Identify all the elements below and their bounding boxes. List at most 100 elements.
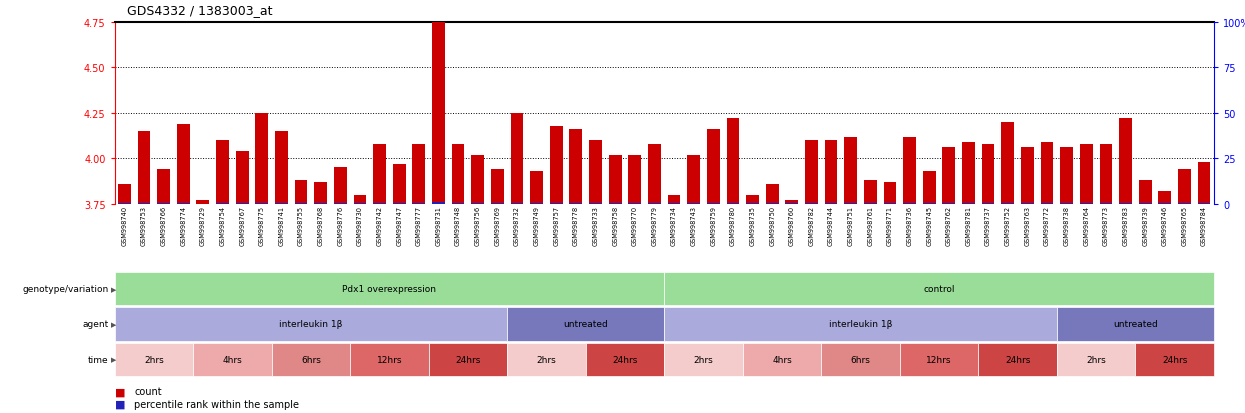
Bar <box>786 201 798 204</box>
Bar <box>824 141 838 204</box>
Bar <box>1099 145 1112 204</box>
Bar <box>569 203 583 204</box>
Text: Pdx1 overexpression: Pdx1 overexpression <box>342 285 437 294</box>
Text: 4hrs: 4hrs <box>772 355 792 364</box>
Text: genotype/variation: genotype/variation <box>22 285 108 294</box>
Bar <box>138 203 151 204</box>
Text: 2hrs: 2hrs <box>1086 355 1106 364</box>
Bar <box>1178 170 1190 204</box>
Bar <box>884 183 896 204</box>
Bar <box>510 203 523 204</box>
Bar <box>491 170 504 204</box>
Text: control: control <box>924 285 955 294</box>
Text: 2hrs: 2hrs <box>537 355 557 364</box>
Bar <box>806 203 818 204</box>
Bar <box>1041 142 1053 204</box>
Text: 6hrs: 6hrs <box>850 355 870 364</box>
Bar <box>432 203 444 204</box>
Bar <box>667 195 681 204</box>
Bar <box>629 155 641 204</box>
Bar <box>1158 192 1172 204</box>
Text: 24hrs: 24hrs <box>613 355 637 364</box>
Bar <box>589 203 601 204</box>
Bar <box>982 145 995 204</box>
Bar <box>393 164 406 204</box>
Bar <box>1021 148 1033 204</box>
Text: 2hrs: 2hrs <box>144 355 163 364</box>
Bar <box>550 126 563 204</box>
Bar <box>903 203 916 204</box>
Text: ▶: ▶ <box>111 356 116 362</box>
Bar <box>806 141 818 204</box>
Bar <box>1001 123 1015 204</box>
Bar <box>255 114 268 204</box>
Bar <box>1001 203 1015 204</box>
Bar <box>1198 163 1210 204</box>
Text: agent: agent <box>82 320 108 329</box>
Text: time: time <box>87 355 108 364</box>
Text: percentile rank within the sample: percentile rank within the sample <box>134 399 300 409</box>
Text: GDS4332 / 1383003_at: GDS4332 / 1383003_at <box>127 4 273 17</box>
Text: ■: ■ <box>115 399 124 409</box>
Bar <box>510 114 523 204</box>
Bar <box>1119 203 1132 204</box>
Bar <box>157 170 171 204</box>
Bar <box>275 132 288 204</box>
Bar <box>903 137 916 204</box>
Bar <box>452 145 464 204</box>
Bar <box>295 181 308 204</box>
Bar <box>1139 181 1152 204</box>
Bar <box>1061 148 1073 204</box>
Bar <box>550 203 563 204</box>
Text: count: count <box>134 387 162 396</box>
Bar <box>1079 145 1093 204</box>
Bar <box>217 141 229 204</box>
Bar <box>275 203 288 204</box>
Bar <box>374 203 386 204</box>
Bar <box>530 172 543 204</box>
Text: 4hrs: 4hrs <box>223 355 243 364</box>
Bar <box>374 145 386 204</box>
Bar <box>727 203 740 204</box>
Bar <box>1041 203 1053 204</box>
Bar <box>609 155 621 204</box>
Bar <box>452 203 464 204</box>
Bar <box>962 142 975 204</box>
Bar <box>472 155 484 204</box>
Text: ■: ■ <box>115 387 124 396</box>
Text: 12hrs: 12hrs <box>377 355 402 364</box>
Bar <box>727 119 740 204</box>
Text: 2hrs: 2hrs <box>693 355 713 364</box>
Bar <box>255 203 268 204</box>
Bar <box>412 145 426 204</box>
Bar <box>334 168 346 204</box>
Text: untreated: untreated <box>1113 320 1158 329</box>
Bar <box>707 130 720 204</box>
Text: interleukin 1β: interleukin 1β <box>279 320 342 329</box>
Bar <box>197 201 209 204</box>
Bar <box>432 23 444 204</box>
Bar <box>687 155 700 204</box>
Bar <box>177 124 189 204</box>
Text: interleukin 1β: interleukin 1β <box>829 320 893 329</box>
Bar <box>354 195 366 204</box>
Bar <box>314 183 327 204</box>
Bar <box>864 181 876 204</box>
Bar <box>569 130 583 204</box>
Bar <box>118 185 131 204</box>
Bar <box>844 137 857 204</box>
Bar <box>707 203 720 204</box>
Text: ▶: ▶ <box>111 321 116 327</box>
Text: 12hrs: 12hrs <box>926 355 951 364</box>
Text: 24hrs: 24hrs <box>1162 355 1188 364</box>
Text: 6hrs: 6hrs <box>301 355 321 364</box>
Text: untreated: untreated <box>563 320 608 329</box>
Bar <box>766 185 778 204</box>
Bar <box>923 172 935 204</box>
Bar <box>1119 119 1132 204</box>
Bar <box>235 152 249 204</box>
Bar <box>746 195 759 204</box>
Bar <box>177 203 189 204</box>
Bar <box>217 203 229 204</box>
Bar <box>589 141 601 204</box>
